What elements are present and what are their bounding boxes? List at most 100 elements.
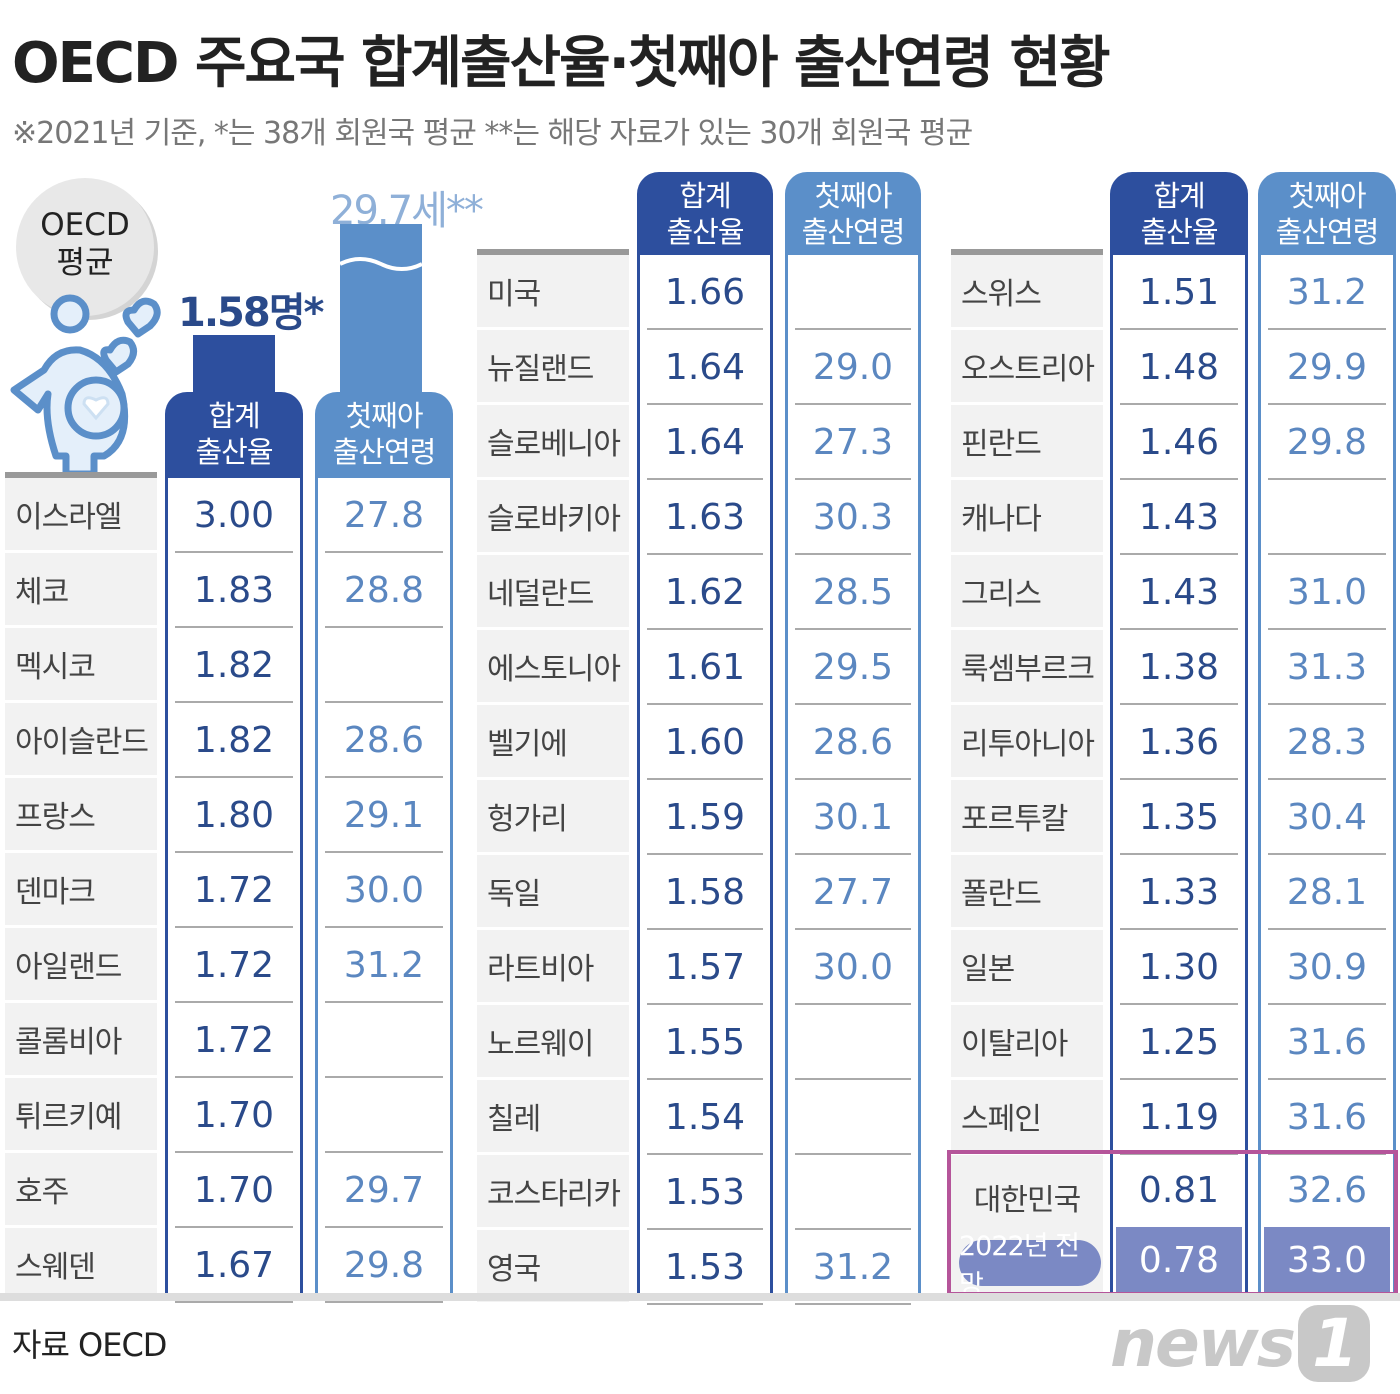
country-name: 스위스 xyxy=(951,255,1103,327)
fertility-rate-value: 1.25 xyxy=(1138,1022,1220,1063)
fertility-rate-value: 1.58 xyxy=(664,872,746,913)
fertility-rate-value: 1.70 xyxy=(193,1170,275,1211)
first-child-age-value xyxy=(1258,480,1396,555)
row-separator xyxy=(1120,853,1238,855)
row-separator xyxy=(795,778,911,780)
row-separator xyxy=(1268,778,1386,780)
row-separator xyxy=(795,403,911,405)
source-note: 자료 OECD xyxy=(12,1326,167,1364)
row-separator xyxy=(175,776,293,778)
row-separator xyxy=(1120,703,1238,705)
row-separator xyxy=(325,1076,443,1078)
row-separator xyxy=(647,1078,763,1080)
header-label: 출산율 xyxy=(195,435,273,469)
first-child-age-value: 27.7 xyxy=(812,872,894,913)
row-separator xyxy=(795,1003,911,1005)
fertility-rate-value: 1.82 xyxy=(193,720,275,761)
row-separator xyxy=(647,703,763,705)
first-child-age-value: 31.0 xyxy=(1286,572,1368,613)
row-separator xyxy=(1120,478,1238,480)
header-label: 첫째아 xyxy=(814,179,892,213)
header-label: 출산연령 xyxy=(1275,215,1380,249)
header-label: 합계 xyxy=(208,399,260,433)
country-name: 이스라엘 xyxy=(5,478,157,550)
fertility-rate-value: 1.82 xyxy=(193,645,275,686)
fertility-rate-value: 1.53 xyxy=(664,1172,746,1213)
korea-forecast-age: 33.0 xyxy=(1264,1227,1390,1293)
oecd-average-rate: 1.58명* xyxy=(178,290,324,336)
row-separator xyxy=(1268,928,1386,930)
row-separator xyxy=(1268,628,1386,630)
fertility-rate-value: 1.57 xyxy=(664,947,746,988)
first-child-age-value: 28.3 xyxy=(1286,722,1368,763)
fertility-rate-value: 1.83 xyxy=(193,570,275,611)
fertility-rate-value: 1.55 xyxy=(664,1022,746,1063)
first-child-age-value: 31.3 xyxy=(1286,647,1368,688)
first-child-age-value: 31.2 xyxy=(1286,272,1368,313)
first-child-age-value xyxy=(785,1005,921,1080)
row-separator xyxy=(325,776,443,778)
country-name: 미국 xyxy=(477,255,629,327)
country-name: 헝가리 xyxy=(477,780,629,852)
pregnant-woman-icon xyxy=(10,294,161,476)
footer-divider xyxy=(0,1293,1400,1301)
first-child-age-value: 28.5 xyxy=(812,572,894,613)
header-total-fertility-rate: 합계 출산율 xyxy=(165,392,303,478)
header-label: 첫째아 xyxy=(345,399,423,433)
row-separator xyxy=(1268,1078,1386,1080)
header-label: 출산연령 xyxy=(332,435,437,469)
first-child-age-value: 31.6 xyxy=(1286,1097,1368,1138)
first-child-age-value: 29.8 xyxy=(1286,422,1368,463)
fertility-rate-value: 1.64 xyxy=(664,347,746,388)
country-name: 튀르키예 xyxy=(5,1078,157,1150)
country-name: 아이슬란드 xyxy=(5,703,157,775)
fertility-rate-value: 1.72 xyxy=(193,870,275,911)
first-child-age-value: 30.1 xyxy=(812,797,894,838)
first-child-age-value: 30.3 xyxy=(812,497,894,538)
korea-first-child-age: 32.6 xyxy=(1286,1169,1368,1211)
first-child-age-value: 31.2 xyxy=(343,945,425,986)
row-separator xyxy=(1120,628,1238,630)
row-separator xyxy=(175,926,293,928)
fertility-rate-value: 1.70 xyxy=(193,1095,275,1136)
fertility-rate-value: 1.48 xyxy=(1138,347,1220,388)
header-first-child-age: 첫째아 출산연령 xyxy=(1258,172,1396,255)
fertility-rate-value: 1.72 xyxy=(193,945,275,986)
country-name: 독일 xyxy=(477,855,629,927)
fertility-rate-value: 1.46 xyxy=(1138,422,1220,463)
fertility-rate-value: 1.61 xyxy=(664,647,746,688)
first-child-age-value xyxy=(785,255,921,330)
fertility-rate-value: 1.67 xyxy=(193,1245,275,1286)
row-separator xyxy=(325,1301,443,1303)
break-mark-icon xyxy=(340,257,422,271)
fertility-rate-value: 1.19 xyxy=(1138,1097,1220,1138)
row-separator xyxy=(1120,553,1238,555)
country-name: 멕시코 xyxy=(5,628,157,700)
header-first-child-age: 첫째아 출산연령 xyxy=(315,392,453,478)
fertility-rate-value: 1.54 xyxy=(664,1097,746,1138)
row-separator xyxy=(1268,553,1386,555)
row-separator xyxy=(795,1303,911,1305)
name-column-bar xyxy=(5,472,157,478)
name-column-bar xyxy=(477,249,629,255)
row-separator xyxy=(175,851,293,853)
row-separator xyxy=(325,626,443,628)
fertility-rate-value: 1.51 xyxy=(1138,272,1220,313)
age-column xyxy=(315,478,453,1293)
korea-forecast-rate: 0.78 xyxy=(1116,1227,1242,1293)
first-child-age-value: 28.6 xyxy=(812,722,894,763)
fertility-rate-value: 1.33 xyxy=(1138,872,1220,913)
row-separator xyxy=(1120,778,1238,780)
country-name: 칠레 xyxy=(477,1080,629,1152)
first-child-age-value: 28.8 xyxy=(343,570,425,611)
name-column-bar xyxy=(951,249,1103,255)
row-separator xyxy=(175,551,293,553)
rate-column xyxy=(637,255,773,1293)
row-separator xyxy=(325,551,443,553)
korea-highlight-box xyxy=(947,1150,1398,1296)
header-label: 출산연령 xyxy=(801,215,906,249)
row-separator xyxy=(647,1003,763,1005)
country-name: 슬로바키아 xyxy=(477,480,629,552)
first-child-age-value: 30.9 xyxy=(1286,947,1368,988)
subtitle: ※2021년 기준, *는 38개 회원국 평균 **는 해당 자료가 있는 3… xyxy=(12,116,973,151)
